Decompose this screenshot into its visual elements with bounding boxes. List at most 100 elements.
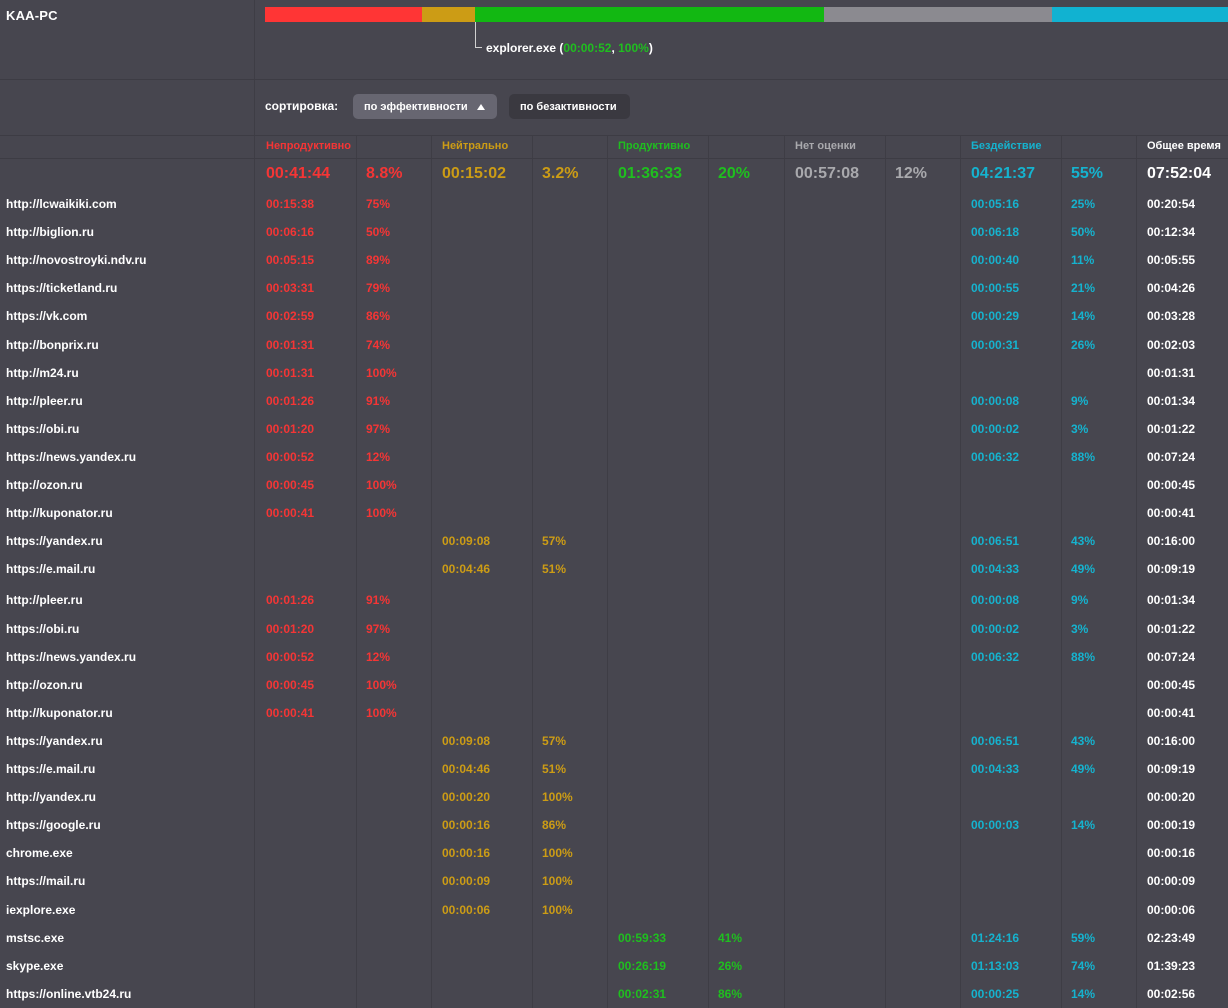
idle-time: 00:06:51 [971, 733, 1020, 748]
table-row[interactable]: https://vk.com 00:02:59 86% 00:00:29 14% 00:0… [0, 305, 1228, 327]
tooltip-process: explorer.exe [486, 41, 557, 55]
table-row[interactable]: https://obi.ru 00:01:20 97% 00:00:02 3% 00:01… [0, 418, 1228, 440]
table-row[interactable]: https://yandex.ru 00:09:08 57% 00:06:51 43% 0… [0, 730, 1228, 752]
total-time: 00:01:22 [1147, 421, 1196, 436]
row-name: skype.exe [6, 958, 64, 973]
column-header-total[interactable]: Общее время [1147, 140, 1221, 152]
idle-time: 00:00:25 [971, 986, 1020, 1001]
timeline-segment-idle[interactable] [1051, 7, 1228, 22]
row-name: http://bonprix.ru [6, 337, 99, 352]
table-row[interactable]: https://news.yandex.ru 00:00:52 12% 00:06:3… [0, 646, 1228, 668]
table-row[interactable]: https://yandex.ru 00:09:08 57% 00:06:51 43% 0… [0, 530, 1228, 552]
total-time: 00:00:41 [1147, 506, 1196, 521]
row-name: https://yandex.ru [6, 733, 103, 748]
column-divider [1136, 136, 1137, 1008]
table-row[interactable]: https://mail.ru 00:00:09 100% 00:00:09 [0, 870, 1228, 892]
total-time: 00:05:55 [1147, 253, 1196, 268]
table-row[interactable]: mstsc.exe 00:59:33 41% 01:24:16 59% 02:23:49 [0, 927, 1228, 949]
total-time: 00:00:45 [1147, 677, 1196, 692]
column-divider [532, 136, 533, 1008]
table-row[interactable]: http://lcwaikiki.com 00:15:38 75% 00:05:16 2… [0, 193, 1228, 215]
activity-timeline-bar[interactable] [265, 7, 1228, 22]
total-time: 00:02:56 [1147, 986, 1196, 1001]
neutral-time: 00:09:08 [442, 733, 491, 748]
column-header-unproductive[interactable]: Непродуктивно [266, 140, 352, 152]
neutral-time: 00:04:46 [442, 562, 491, 577]
table-row[interactable]: http://bonprix.ru 00:01:31 74% 00:00:31 26% 0… [0, 334, 1228, 356]
idle-percent: 74% [1071, 958, 1096, 973]
table-row[interactable]: https://e.mail.ru 00:04:46 51% 00:04:33 49% 0… [0, 758, 1228, 780]
productive-time: 00:59:33 [618, 930, 667, 945]
table-row[interactable]: http://m24.ru 00:01:31 100% 00:01:31 [0, 362, 1228, 384]
idle-time: 00:06:18 [971, 225, 1020, 240]
table-row[interactable]: http://kuponator.ru 00:00:41 100% 00:00:41 [0, 502, 1228, 524]
idle-time: 00:00:08 [971, 593, 1020, 608]
section-divider [0, 79, 1228, 80]
unproductive-percent: 91% [366, 593, 391, 608]
sort-ascending-icon [476, 103, 485, 110]
table-row[interactable]: https://news.yandex.ru 00:00:52 12% 00:06:3… [0, 446, 1228, 468]
row-name: http://yandex.ru [6, 790, 97, 805]
table-row[interactable]: iexplore.exe 00:00:06 100% 00:00:06 [0, 899, 1228, 921]
table-row[interactable]: https://obi.ru 00:01:20 97% 00:00:02 3% 00:01… [0, 618, 1228, 640]
table-row[interactable]: https://ticketland.ru 00:03:31 79% 00:00:55… [0, 277, 1228, 299]
unproductive-time: 00:01:31 [266, 365, 315, 380]
unproductive-time: 00:00:45 [266, 677, 315, 692]
column-header-idle[interactable]: Бездействие [971, 140, 1042, 152]
idle-time: 00:05:16 [971, 197, 1020, 211]
total-neutral-time: 00:15:02 [442, 165, 507, 182]
idle-percent: 14% [1071, 818, 1096, 833]
tooltip-time: 00:00:52 [563, 41, 612, 55]
row-name: https://news.yandex.ru [6, 449, 137, 464]
timeline-segment-unproductive[interactable] [265, 7, 422, 22]
total-time: 00:01:31 [1147, 365, 1196, 380]
row-name: chrome.exe [6, 846, 73, 861]
sort-label: сортировка: [265, 99, 339, 113]
column-divider [784, 136, 785, 1008]
computer-name[interactable]: KAA-PC [6, 8, 58, 23]
table-row[interactable]: http://novostroyki.ndv.ru 00:05:15 89% 00:0… [0, 249, 1228, 271]
unproductive-time: 00:00:41 [266, 506, 315, 521]
section-divider [0, 135, 1228, 136]
column-header-neutral[interactable]: Нейтрально [442, 140, 509, 152]
table-row[interactable]: http://kuponator.ru 00:00:41 100% 00:00:41 [0, 702, 1228, 724]
column-divider [960, 136, 961, 1008]
table-row[interactable]: https://google.ru 00:00:16 86% 00:00:03 14% 0… [0, 814, 1228, 836]
unproductive-time: 00:02:59 [266, 309, 315, 324]
table-row[interactable]: skype.exe 00:26:19 26% 01:13:03 74% 01:39:23 [0, 955, 1228, 977]
idle-time: 00:04:33 [971, 562, 1020, 577]
total-unproductive-time: 00:41:44 [266, 165, 331, 182]
unproductive-time: 00:00:52 [266, 649, 315, 664]
column-header-productive[interactable]: Продуктивно [618, 140, 691, 152]
table-row[interactable]: chrome.exe 00:00:16 100% 00:00:16 [0, 842, 1228, 864]
idle-percent: 9% [1071, 593, 1089, 608]
productive-time: 00:26:19 [618, 958, 667, 973]
idle-percent: 9% [1071, 393, 1089, 408]
row-name: https://ticketland.ru [6, 281, 118, 296]
table-row[interactable]: http://ozon.ru 00:00:45 100% 00:00:45 [0, 474, 1228, 496]
sort-by-efficiency-button[interactable]: по эффективности [353, 94, 497, 119]
unproductive-percent: 100% [366, 705, 397, 720]
timeline-segment-unrated[interactable] [824, 7, 1052, 22]
timeline-segment-neutral[interactable] [421, 7, 475, 22]
neutral-percent: 51% [542, 562, 567, 577]
column-divider [356, 136, 357, 1008]
column-header-unrated[interactable]: Нет оценки [795, 140, 856, 152]
table-row[interactable]: http://pleer.ru 00:01:26 91% 00:00:08 9% 00:0… [0, 589, 1228, 611]
table-row[interactable]: http://ozon.ru 00:00:45 100% 00:00:45 [0, 674, 1228, 696]
unproductive-percent: 75% [366, 197, 391, 211]
row-name: https://e.mail.ru [6, 562, 96, 577]
timeline-segment-productive[interactable] [474, 7, 825, 22]
sort-by-inactivity-button[interactable]: по безактивности [509, 94, 630, 119]
unproductive-time: 00:01:20 [266, 421, 315, 436]
table-row[interactable]: http://pleer.ru 00:01:26 91% 00:00:08 9% 00:0… [0, 390, 1228, 412]
neutral-percent: 86% [542, 818, 567, 833]
total-time: 00:00:41 [1147, 705, 1196, 720]
table-row[interactable]: https://online.vtb24.ru 00:02:31 86% 00:00:… [0, 983, 1228, 1005]
table-row[interactable]: http://biglion.ru 00:06:16 50% 00:06:18 50% 0… [0, 221, 1228, 243]
table-row[interactable]: http://yandex.ru 00:00:20 100% 00:00:20 [0, 786, 1228, 808]
idle-time: 00:00:03 [971, 818, 1020, 833]
total-time: 00:07:24 [1147, 449, 1196, 464]
unproductive-percent: 86% [366, 309, 391, 324]
table-row[interactable]: https://e.mail.ru 00:04:46 51% 00:04:33 49% 0… [0, 558, 1228, 580]
